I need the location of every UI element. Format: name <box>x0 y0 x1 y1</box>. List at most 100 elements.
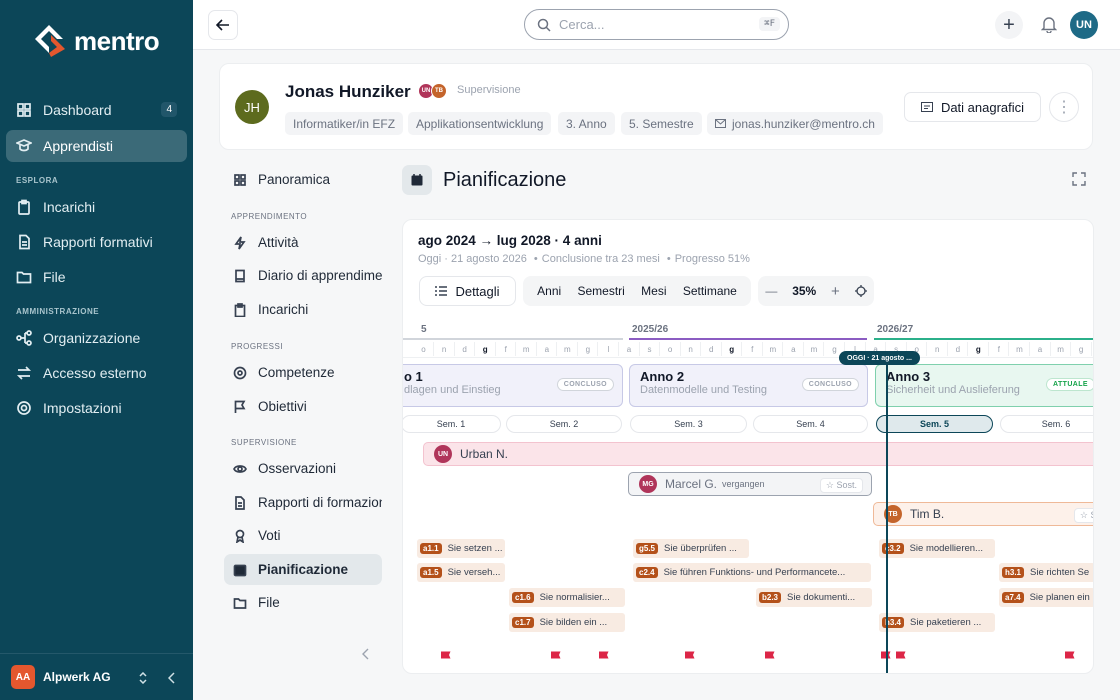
person-note: vergangen <box>722 479 765 489</box>
task-bar[interactable]: h3.1 Sie richten Se <box>999 563 1093 582</box>
scale-anni[interactable]: Anni <box>537 284 562 298</box>
org-switcher[interactable]: AA Alpwerk AG <box>0 653 193 700</box>
sidebar-item-label: Apprendisti <box>43 138 114 154</box>
task-bar[interactable]: c1.7 Sie bilden ein ... <box>509 613 625 632</box>
subnav-item-pianificazione[interactable]: Pianificazione <box>224 554 382 585</box>
subnav-item-voti[interactable]: Voti <box>224 520 382 551</box>
count-badge: 4 <box>161 102 177 117</box>
subnav-item-obiettivi[interactable]: Obiettivi <box>224 391 382 422</box>
subnav-item-panoramica[interactable]: Panoramica <box>224 164 382 195</box>
back-button[interactable] <box>208 10 238 40</box>
sidebar-item-rapporti[interactable]: Rapporti formativi <box>6 226 187 258</box>
subnav-item-competenze[interactable]: Competenze <box>224 357 382 388</box>
more-options-button[interactable]: ⋮ <box>1049 92 1079 122</box>
shortcut-hint: ⌘F <box>759 17 780 31</box>
month-separator <box>1028 342 1030 356</box>
semester-pill[interactable]: Sem. 2 <box>506 415 622 433</box>
folder-icon <box>16 271 32 284</box>
semester-pill[interactable]: Sem. 1 <box>403 415 501 433</box>
gear-icon <box>17 401 31 415</box>
task-bar[interactable]: c3.2 Sie modellieren... <box>879 539 995 558</box>
task-text: Sie paketieren ... <box>910 617 982 628</box>
supervisor-bar[interactable]: TB Tim B. ☆ Sos <box>873 502 1093 526</box>
zoom-out-button[interactable]: — <box>765 284 778 298</box>
sidebar-item-apprendisti[interactable]: Apprendisti <box>6 130 187 162</box>
scale-settimane[interactable]: Settimane <box>682 284 737 298</box>
supervisor-avatar[interactable]: TB <box>431 83 447 99</box>
milestone-flag-icon[interactable] <box>597 650 611 664</box>
report-icon <box>19 234 30 250</box>
sidebar-item-accesso-esterno[interactable]: Accesso esterno <box>6 357 187 389</box>
dashboard-icon <box>17 103 31 117</box>
task-bar[interactable]: h3.4 Sie paketieren ... <box>879 613 995 632</box>
sidebar-item-incarichi[interactable]: Incarichi <box>6 191 187 223</box>
sidebar-item-file[interactable]: File <box>6 261 187 293</box>
year-block-subtitle: Sicherheit und Auslieferung <box>886 384 1020 396</box>
scale-semestri[interactable]: Semestri <box>577 284 625 298</box>
milestone-flag-icon[interactable] <box>763 650 777 664</box>
task-bar[interactable]: a1.5 Sie verseh... <box>417 563 505 582</box>
recenter-icon[interactable] <box>854 285 867 297</box>
search-input[interactable]: Cerca... ⌘F <box>524 9 789 40</box>
month-separator <box>1008 342 1010 356</box>
add-button[interactable]: + <box>995 11 1023 39</box>
sidebar-item-dashboard[interactable]: Dashboard 4 <box>6 94 187 126</box>
task-bar[interactable]: g5.5 Sie überprüfen ... <box>633 539 749 558</box>
details-button[interactable]: Dettagli <box>419 276 516 306</box>
subnav-item-diario[interactable]: Diario di apprendimento <box>224 260 382 291</box>
task-id: h3.4 <box>882 617 905 628</box>
month-label: s <box>894 345 899 354</box>
task-text: Sie setzen ... <box>447 543 503 554</box>
supervisor-bar[interactable]: UN Urban N. <box>423 442 1093 466</box>
profession-chip: Informatiker/in EFZ <box>285 112 404 135</box>
year-block-2[interactable]: Anno 2 Datenmodelle und Testing CONCLUSO <box>629 364 868 407</box>
subnav-item-file[interactable]: File <box>224 587 382 618</box>
email-chip[interactable]: jonas.hunziker@mentro.ch <box>707 112 883 135</box>
bell-icon[interactable] <box>1041 16 1057 33</box>
task-bar[interactable]: a1.1 Sie setzen ... <box>417 539 505 558</box>
milestone-flag-icon[interactable] <box>894 650 908 664</box>
zoom-in-button[interactable]: + <box>831 282 840 300</box>
year-block-3[interactable]: Anno 3 Sicherheit und Auslieferung ATTUA… <box>875 364 1093 407</box>
plus-icon: + <box>1003 13 1015 36</box>
collapse-sidebar-icon[interactable] <box>168 672 176 684</box>
sidebar-item-impostazioni[interactable]: Impostazioni <box>6 392 187 424</box>
month-separator <box>905 342 907 356</box>
task-bar[interactable]: a7.4 Sie planen ein <box>999 588 1093 607</box>
milestone-flag-icon[interactable] <box>879 650 893 664</box>
user-avatar[interactable]: UN <box>1070 11 1098 39</box>
subnav-item-osservazioni[interactable]: Osservazioni <box>224 453 382 484</box>
year-underline <box>629 338 867 340</box>
subnav-item-rapporti-formazione[interactable]: Rapporti di formazione <box>224 487 382 518</box>
month-separator <box>576 342 578 356</box>
dati-anagrafici-button[interactable]: Dati anagrafici <box>904 92 1041 122</box>
collapse-subnav-icon[interactable] <box>362 648 370 660</box>
semester-pill[interactable]: Sem. 3 <box>630 415 747 433</box>
planning-card: ago 2024 → lug 2028 · 4 anni Oggi · 21 a… <box>402 219 1094 674</box>
scale-mesi[interactable]: Mesi <box>641 284 667 298</box>
milestone-flag-icon[interactable] <box>683 650 697 664</box>
year-block-1[interactable]: o 1 dlagen und Einstieg CONCLUSO <box>403 364 623 407</box>
expand-icon[interactable] <box>1072 172 1086 186</box>
subnav-item-incarichi[interactable]: Incarichi <box>224 294 382 325</box>
sidebar-item-label: Organizzazione <box>43 330 141 346</box>
semester-pill-current[interactable]: Sem. 5 <box>876 415 993 433</box>
milestone-flag-icon[interactable] <box>439 650 453 664</box>
subnav-label: Panoramica <box>258 172 331 187</box>
semester-pill[interactable]: Sem. 4 <box>753 415 868 433</box>
milestone-flag-icon[interactable] <box>1063 650 1077 664</box>
task-bar[interactable]: c2.4 Sie führen Funktions- und Performanc… <box>633 563 871 582</box>
zoom-level: 35% <box>792 284 817 298</box>
subnav-item-attivita[interactable]: Attività <box>224 227 382 258</box>
mentro-logo[interactable]: mentro <box>30 22 160 60</box>
milestone-flag-icon[interactable] <box>549 650 563 664</box>
supervisor-avatar[interactable]: UN <box>418 83 434 99</box>
semester-pill[interactable]: Sem. 6 <box>1000 415 1093 433</box>
mentro-logo-icon <box>35 25 65 57</box>
chevron-updown-icon[interactable] <box>138 672 148 684</box>
today-line <box>886 358 888 673</box>
supervisor-bar-past[interactable]: MG Marcel G. vergangen ☆ Sost. <box>628 472 872 496</box>
sidebar-item-organizzazione[interactable]: Organizzazione <box>6 322 187 354</box>
task-bar[interactable]: b2.3 Sie dokumenti... <box>756 588 872 607</box>
task-bar[interactable]: c1.6 Sie normalisier... <box>509 588 625 607</box>
